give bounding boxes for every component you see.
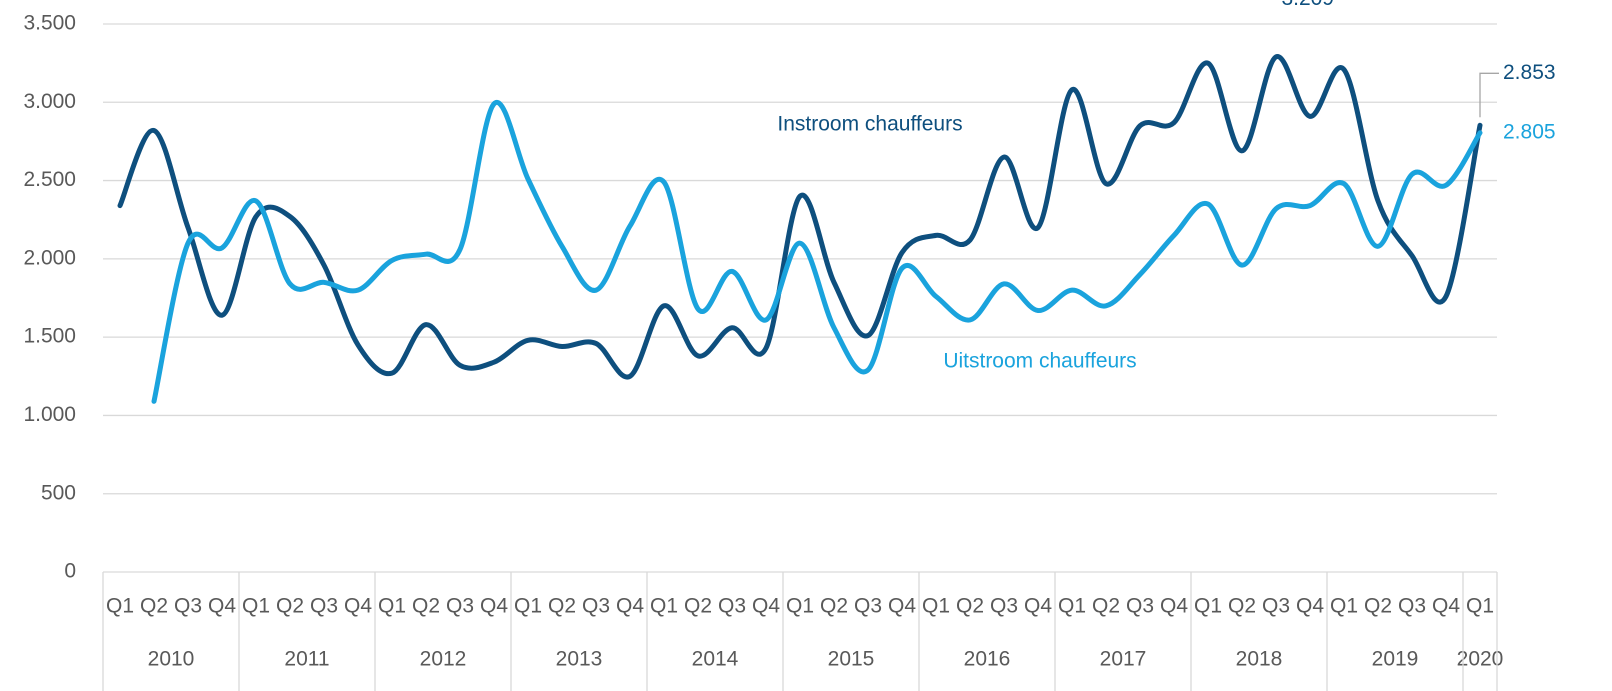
- data-label: 3.209: [1281, 0, 1334, 10]
- series-line: [151, 99, 1483, 404]
- x-group-label: 2016: [964, 648, 1011, 671]
- y-tick-label: 3.000: [23, 90, 76, 113]
- x-tick-label: Q3: [446, 595, 474, 618]
- x-tick-label: Q1: [922, 595, 950, 618]
- x-group-label: 2015: [828, 648, 875, 671]
- x-tick-label: Q1: [242, 595, 270, 618]
- x-tick-label: Q3: [174, 595, 202, 618]
- x-tick-label: Q4: [888, 595, 916, 618]
- x-group-label: 2010: [148, 648, 195, 671]
- x-tick-label: Q4: [1296, 595, 1324, 618]
- x-tick-label: Q4: [752, 595, 780, 618]
- x-tick-label: Q1: [378, 595, 406, 618]
- y-tick-label: 1.000: [23, 403, 76, 426]
- x-tick-label: Q2: [956, 595, 984, 618]
- series-line: [117, 54, 1483, 380]
- x-tick-label: Q3: [718, 595, 746, 618]
- x-tick-label: Q4: [1160, 595, 1188, 618]
- x-tick-label: Q3: [310, 595, 338, 618]
- x-tick-label: Q4: [1024, 595, 1052, 618]
- x-tick-label: Q1: [1194, 595, 1222, 618]
- y-tick-label: 0: [64, 560, 76, 583]
- series-annotation: Instroom chauffeurs: [777, 113, 962, 136]
- x-tick-label: Q2: [820, 595, 848, 618]
- x-group-label: 2018: [1236, 648, 1283, 671]
- x-group-label: 2013: [556, 648, 603, 671]
- y-tick-label: 500: [41, 481, 76, 504]
- x-tick-label: Q3: [1126, 595, 1154, 618]
- x-tick-label: Q2: [412, 595, 440, 618]
- leader-line: [1479, 72, 1499, 118]
- x-group-label: 2017: [1100, 648, 1147, 671]
- x-tick-label: Q1: [1330, 595, 1358, 618]
- x-group-label: 2011: [284, 648, 329, 671]
- x-tick-label: Q1: [1466, 595, 1494, 618]
- x-tick-label: Q3: [854, 595, 882, 618]
- x-tick-label: Q1: [106, 595, 134, 618]
- x-tick-label: Q4: [480, 595, 508, 618]
- data-label: 2.805: [1503, 120, 1556, 143]
- plot: 0 500 1.000 1.500 2.000 2.500 3.000 3.500 Q1 Q2 Q3…: [23, 0, 1556, 691]
- x-tick-label: Q3: [990, 595, 1018, 618]
- x-group-label: 2019: [1372, 648, 1419, 671]
- y-tick-label: 1.500: [23, 325, 76, 348]
- x-tick-label: Q4: [616, 595, 644, 618]
- y-tick-label: 3.500: [23, 12, 76, 35]
- x-tick-label: Q2: [1364, 595, 1392, 618]
- x-tick-label: Q1: [650, 595, 678, 618]
- x-tick-label: Q4: [344, 595, 372, 618]
- data-label: 2.853: [1503, 61, 1556, 84]
- series-annotation: Uitstroom chauffeurs: [943, 350, 1136, 373]
- x-tick-label: Q2: [140, 595, 168, 618]
- x-tick-label: Q2: [1228, 595, 1256, 618]
- y-tick-label: 2.000: [23, 246, 76, 269]
- x-group-label: 2012: [420, 648, 467, 671]
- x-tick-label: Q1: [786, 595, 814, 618]
- x-tick-label: Q4: [1432, 595, 1460, 618]
- x-tick-label: Q2: [1092, 595, 1120, 618]
- x-tick-label: Q4: [208, 595, 236, 618]
- x-group-label: 2020: [1457, 648, 1504, 671]
- x-tick-label: Q1: [514, 595, 542, 618]
- x-tick-label: Q2: [548, 595, 576, 618]
- x-tick-label: Q3: [582, 595, 610, 618]
- y-tick-label: 2.500: [23, 168, 76, 191]
- x-tick-label: Q3: [1398, 595, 1426, 618]
- x-tick-label: Q2: [684, 595, 712, 618]
- x-tick-label: Q3: [1262, 595, 1290, 618]
- x-group-label: 2014: [692, 648, 739, 671]
- x-tick-label: Q1: [1058, 595, 1086, 618]
- x-tick-label: Q2: [276, 595, 304, 618]
